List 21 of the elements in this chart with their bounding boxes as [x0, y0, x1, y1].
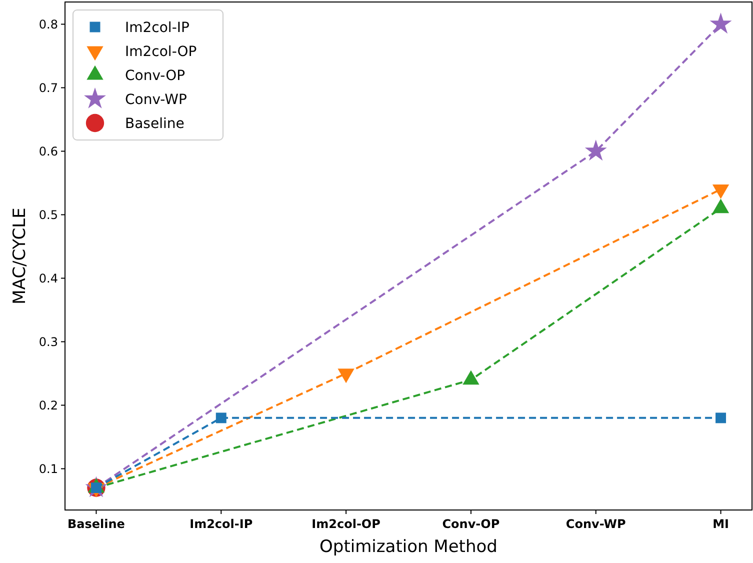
- x-tick-label: Im2col-OP: [312, 517, 381, 531]
- y-tick-label: 0.5: [38, 208, 58, 222]
- legend-label: Im2col-IP: [125, 20, 190, 36]
- x-axis-title: Optimization Method: [320, 537, 498, 557]
- x-tick-label: Im2col-IP: [190, 517, 253, 531]
- y-tick-label: 0.2: [38, 398, 58, 412]
- y-tick-label: 0.6: [38, 144, 58, 158]
- x-tick-label: Conv-WP: [566, 517, 626, 531]
- y-tick-label: 0.1: [38, 462, 58, 476]
- x-tick-label: Baseline: [68, 517, 125, 531]
- legend-label: Conv-OP: [125, 68, 186, 84]
- y-tick-label: 0.8: [38, 17, 58, 32]
- legend-label: Im2col-OP: [125, 44, 197, 60]
- y-axis-title: MAC/CYCLE: [10, 208, 30, 304]
- y-tick-label: 0.7: [38, 80, 58, 95]
- y-tick-label: 0.3: [38, 334, 58, 349]
- x-tick-label: MI: [712, 517, 729, 531]
- legend-label: Conv-WP: [125, 92, 187, 108]
- legend-label: Baseline: [125, 116, 184, 132]
- y-tick-label: 0.4: [38, 271, 58, 286]
- x-tick-label: Conv-OP: [442, 517, 500, 531]
